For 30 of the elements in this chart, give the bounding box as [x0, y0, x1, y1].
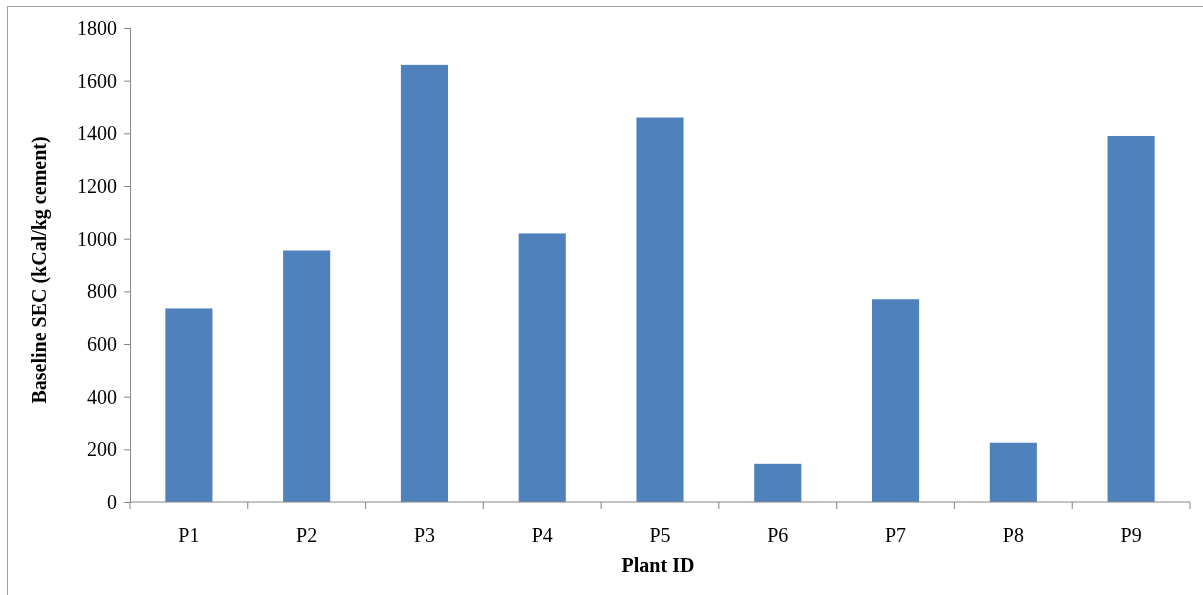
bar — [165, 308, 213, 502]
y-tick-label: 800 — [87, 280, 117, 303]
y-tick-label: 1200 — [77, 174, 117, 197]
y-axis-title: Baseline SEC (kCal/kg cement) — [28, 136, 51, 404]
y-tick-label: 1600 — [77, 69, 117, 92]
bar — [400, 64, 448, 502]
x-tick-label: P7 — [884, 524, 907, 546]
x-tick-label: P2 — [296, 524, 318, 546]
bar — [754, 463, 802, 502]
y-tick-label: 600 — [87, 332, 117, 355]
bar — [872, 299, 920, 502]
y-tick-label: 1000 — [77, 227, 117, 250]
bar — [1107, 135, 1155, 502]
y-tick-label: 1800 — [77, 16, 117, 39]
x-tick-label: P3 — [413, 524, 436, 546]
x-tick-label: P4 — [531, 524, 553, 546]
x-tick-label: P9 — [1120, 524, 1142, 546]
y-tick-label: 0 — [107, 490, 117, 513]
x-tick-label: P6 — [767, 524, 789, 546]
y-tick-label: 400 — [87, 385, 117, 408]
x-tick-label: P5 — [649, 524, 671, 546]
x-tick-label: P8 — [1002, 524, 1024, 546]
y-tick-label: 1400 — [77, 122, 117, 145]
x-axis-title: Plant ID — [621, 554, 695, 576]
x-tick-label: P1 — [178, 524, 200, 546]
bar — [283, 250, 331, 502]
bar — [518, 233, 566, 502]
y-tick-label: 200 — [87, 438, 117, 461]
bar — [989, 442, 1037, 502]
bar — [636, 117, 684, 502]
